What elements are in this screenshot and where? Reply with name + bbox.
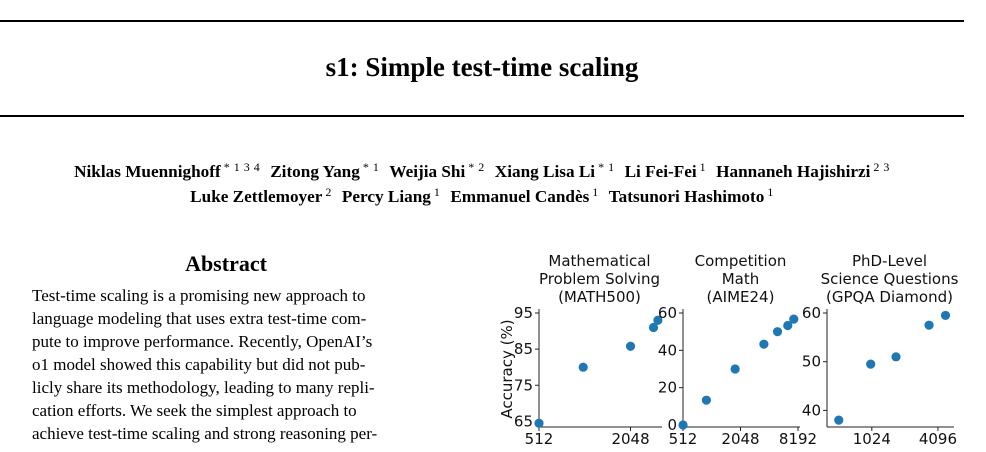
y-tick-label: 60 — [802, 304, 821, 322]
data-point — [648, 322, 659, 333]
abstract-line: cation efforts. We seek the simplest app… — [32, 401, 357, 420]
x-tick-label: 2048 — [721, 430, 759, 448]
author-affiliation: * 2 — [468, 160, 485, 174]
title-bottom-rule — [0, 115, 964, 117]
data-point — [789, 314, 799, 324]
x-tick-label: 8192 — [779, 430, 817, 448]
chart-title: Science Questions — [821, 270, 959, 288]
author-affiliation: * 1 3 4 — [223, 160, 261, 174]
title-top-rule — [0, 20, 964, 22]
data-point — [891, 352, 901, 362]
author-name: Xiang Lisa Li * 1 — [494, 160, 615, 181]
y-axis-label: Accuracy (%) — [498, 319, 516, 418]
data-point — [772, 327, 783, 337]
author-affiliation: 1 — [699, 160, 707, 174]
abstract-line: o1 model showed this capability but did … — [32, 355, 366, 374]
chart-title: (GPQA Diamond) — [826, 288, 953, 306]
chart-title: (AIME24) — [707, 288, 775, 306]
data-point — [678, 420, 688, 430]
chart-title: Competition — [695, 252, 787, 270]
chart-title: Mathematical — [548, 252, 650, 270]
chart-title: Math — [722, 270, 760, 288]
y-tick-label: 95 — [514, 304, 533, 322]
author-name: Zitong Yang * 1 — [270, 160, 380, 181]
author-affiliation: * 1 — [598, 160, 615, 174]
abstract-line: language modeling that uses extra test-t… — [32, 309, 367, 328]
data-point — [834, 415, 844, 425]
y-tick-label: 50 — [802, 353, 821, 371]
data-point — [653, 315, 663, 325]
chart-title: Problem Solving — [539, 270, 660, 288]
abstract-heading: Abstract — [185, 251, 267, 276]
author-name: Percy Liang 1 — [341, 185, 441, 206]
y-tick-label: 85 — [514, 340, 533, 358]
x-tick-label: 4096 — [919, 430, 957, 448]
author-name: Emmanuel Candès 1 — [450, 185, 599, 206]
abstract-line: Test-time scaling is a promising new app… — [32, 286, 366, 305]
data-point — [701, 395, 711, 405]
abstract-line: achieve test-time scaling and strong rea… — [32, 424, 378, 443]
chart-title: (MATH500) — [558, 288, 641, 306]
author-affiliation: 2 3 — [873, 160, 890, 174]
author-name: Tatsunori Hashimoto 1 — [608, 185, 774, 206]
y-tick-label: 40 — [658, 341, 677, 359]
data-point — [578, 362, 588, 372]
x-tick-label: 512 — [669, 430, 698, 448]
y-tick-label: 0 — [667, 416, 677, 434]
author-affiliation: 2 — [325, 185, 332, 199]
data-point — [730, 364, 740, 374]
author-name: Weijia Shi * 2 — [389, 160, 485, 181]
data-point — [625, 341, 636, 351]
x-tick-label: 2048 — [611, 430, 649, 448]
data-point — [783, 320, 793, 331]
y-tick-label: 40 — [802, 401, 821, 419]
author-name: Niklas Muennighoff * 1 3 4 — [74, 160, 261, 181]
author-list-line-1: Niklas Muennighoff * 1 3 4 Zitong Yang * 1 W… — [0, 160, 964, 182]
y-tick-label: 60 — [658, 304, 677, 322]
x-tick-label: 512 — [525, 430, 554, 448]
x-tick-label: 1024 — [853, 430, 891, 448]
data-point — [866, 359, 876, 369]
data-point — [924, 320, 934, 330]
data-point — [534, 418, 544, 428]
author-affiliation: * 1 — [362, 160, 380, 174]
author-name: Hannaneh Hajishirzi 2 3 — [716, 160, 890, 181]
y-tick-label: 75 — [514, 376, 533, 394]
data-point — [940, 310, 951, 321]
data-point — [759, 339, 769, 349]
author-name: Luke Zettlemoyer 2 — [190, 185, 332, 206]
author-affiliation: 1 — [592, 185, 599, 199]
author-list-line-2: Luke Zettlemoyer 2 Percy Liang 1 Emmanuel Ca… — [0, 185, 964, 207]
author-name: Li Fei-Fei 1 — [624, 160, 707, 181]
abstract-line: pute to improve performance. Recently, O… — [32, 332, 373, 351]
y-tick-label: 20 — [658, 379, 677, 397]
chart-title: PhD-Level — [852, 252, 927, 270]
author-affiliation: 1 — [433, 185, 441, 199]
y-tick-label: 65 — [514, 412, 533, 430]
author-affiliation: 1 — [767, 185, 774, 199]
abstract-line: licly share its methodology, leading to … — [32, 378, 375, 397]
paper-title: s1: Simple test-time scaling — [325, 52, 639, 82]
